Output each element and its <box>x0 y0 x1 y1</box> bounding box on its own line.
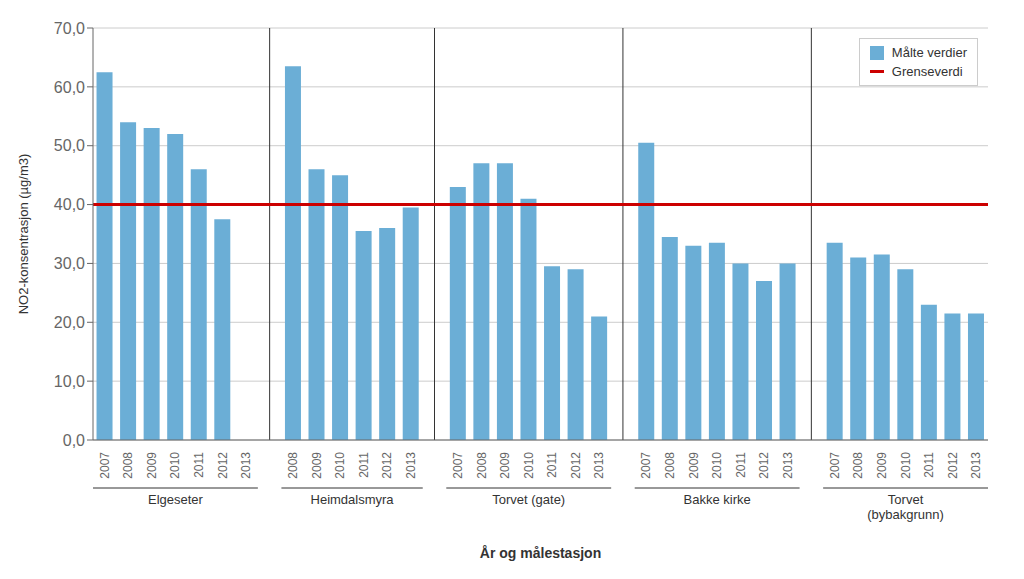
svg-text:2010: 2010 <box>710 452 724 479</box>
svg-text:2013: 2013 <box>239 452 253 479</box>
svg-text:2008: 2008 <box>475 452 489 479</box>
svg-text:2009: 2009 <box>687 452 701 479</box>
svg-text:20,0: 20,0 <box>54 314 85 331</box>
svg-text:Heimdalsmyra: Heimdalsmyra <box>311 492 395 507</box>
svg-text:2013: 2013 <box>969 452 983 479</box>
svg-text:2009: 2009 <box>145 452 159 479</box>
svg-text:2008: 2008 <box>851 452 865 479</box>
svg-text:2011: 2011 <box>734 452 748 478</box>
svg-text:2007: 2007 <box>639 452 653 479</box>
svg-text:Bakke kirke: Bakke kirke <box>684 492 751 507</box>
svg-text:2010: 2010 <box>522 452 536 479</box>
svg-text:Torvet (gate): Torvet (gate) <box>492 492 565 507</box>
svg-text:2007: 2007 <box>451 452 465 479</box>
svg-text:30,0: 30,0 <box>54 255 85 272</box>
svg-text:2013: 2013 <box>592 452 606 479</box>
svg-text:60,0: 60,0 <box>54 79 85 96</box>
svg-text:2008: 2008 <box>121 452 135 479</box>
html-text:Grenseverdi: Grenseverdi <box>891 64 963 79</box>
svg-text:2011: 2011 <box>545 452 559 478</box>
svg-text:70,0: 70,0 <box>54 20 85 37</box>
svg-text:10,0: 10,0 <box>54 373 85 390</box>
svg-text:40,0: 40,0 <box>54 196 85 213</box>
svg-text:0,0: 0,0 <box>63 432 85 449</box>
svg-text:2012: 2012 <box>380 452 394 479</box>
svg-text:2012: 2012 <box>216 452 230 479</box>
svg-text:2011: 2011 <box>922 452 936 478</box>
svg-text:2007: 2007 <box>98 452 112 479</box>
svg-text:2012: 2012 <box>569 452 583 479</box>
svg-text:2012: 2012 <box>946 452 960 479</box>
svg-text:2008: 2008 <box>663 452 677 479</box>
svg-text:Elgeseter: Elgeseter <box>148 492 204 507</box>
svg-text:2011: 2011 <box>357 452 371 478</box>
svg-text:50,0: 50,0 <box>54 137 85 154</box>
html-text:Målte verdier: Målte verdier <box>891 45 967 60</box>
svg-text:Torvet(bybakgrunn): Torvet(bybakgrunn) <box>867 492 944 522</box>
svg-text:2010: 2010 <box>333 452 347 479</box>
svg-text:2010: 2010 <box>168 452 182 479</box>
svg-text:2013: 2013 <box>781 452 795 479</box>
svg-text:2012: 2012 <box>757 452 771 479</box>
svg-text:NO2-konsentrasjon (µg/m3): NO2-konsentrasjon (µg/m3) <box>16 154 31 315</box>
svg-text:År og målestasjon: År og målestasjon <box>480 545 601 561</box>
svg-text:2009: 2009 <box>498 452 512 479</box>
svg-text:2007: 2007 <box>828 452 842 479</box>
svg-text:2010: 2010 <box>899 452 913 479</box>
svg-text:2008: 2008 <box>286 452 300 479</box>
svg-text:2011: 2011 <box>192 452 206 478</box>
svg-text:2009: 2009 <box>310 452 324 479</box>
svg-text:2009: 2009 <box>875 452 889 479</box>
svg-text:2013: 2013 <box>404 452 418 479</box>
